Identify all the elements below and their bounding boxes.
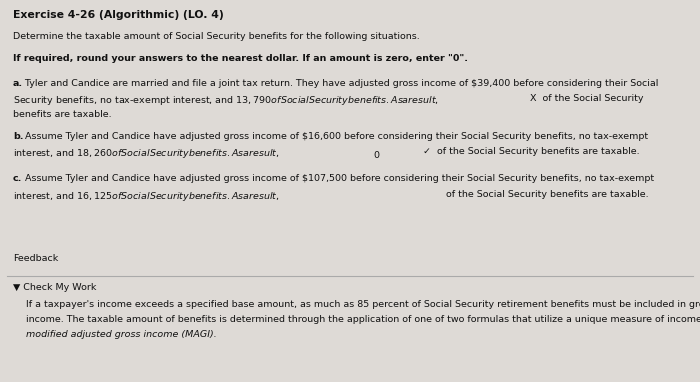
Text: a.: a. (13, 79, 23, 88)
Text: X  of the Social Security: X of the Social Security (527, 94, 643, 104)
Text: Security benefits, no tax-exempt interest, and $13,790 of Social Security benefi: Security benefits, no tax-exempt interes… (13, 94, 439, 107)
Text: ✓  of the Social Security benefits are taxable.: ✓ of the Social Security benefits are ta… (420, 147, 640, 157)
Text: ▼ Check My Work: ▼ Check My Work (13, 283, 97, 292)
Text: interest, and $18,260 of Social Security benefits. As a result, $: interest, and $18,260 of Social Security… (13, 147, 280, 160)
Text: If required, round your answers to the nearest dollar. If an amount is zero, ent: If required, round your answers to the n… (13, 54, 468, 63)
Text: Assume Tyler and Candice have adjusted gross income of $107,500 before consideri: Assume Tyler and Candice have adjusted g… (22, 175, 654, 183)
Text: benefits are taxable.: benefits are taxable. (13, 110, 111, 119)
Text: modified adjusted gross income (MAGI).: modified adjusted gross income (MAGI). (26, 330, 217, 339)
Text: Determine the taxable amount of Social Security benefits for the following situa: Determine the taxable amount of Social S… (13, 32, 420, 41)
Text: Assume Tyler and Candice have adjusted gross income of $16,600 before considerin: Assume Tyler and Candice have adjusted g… (22, 132, 648, 141)
Text: income. The taxable amount of benefits is determined through the application of : income. The taxable amount of benefits i… (26, 315, 700, 324)
Text: If a taxpayer's income exceeds a specified base amount, as much as 85 percent of: If a taxpayer's income exceeds a specifi… (26, 300, 700, 309)
Text: Tyler and Candice are married and file a joint tax return. They have adjusted gr: Tyler and Candice are married and file a… (22, 79, 659, 88)
Text: 0: 0 (373, 151, 379, 160)
Text: of the Social Security benefits are taxable.: of the Social Security benefits are taxa… (443, 190, 649, 199)
Text: Exercise 4-26 (Algorithmic) (LO. 4): Exercise 4-26 (Algorithmic) (LO. 4) (13, 10, 224, 20)
Text: interest, and $16,125 of Social Security benefits. As a result, $: interest, and $16,125 of Social Security… (13, 190, 280, 203)
Text: c.: c. (13, 175, 22, 183)
Text: b.: b. (13, 132, 24, 141)
Text: Feedback: Feedback (13, 254, 58, 263)
